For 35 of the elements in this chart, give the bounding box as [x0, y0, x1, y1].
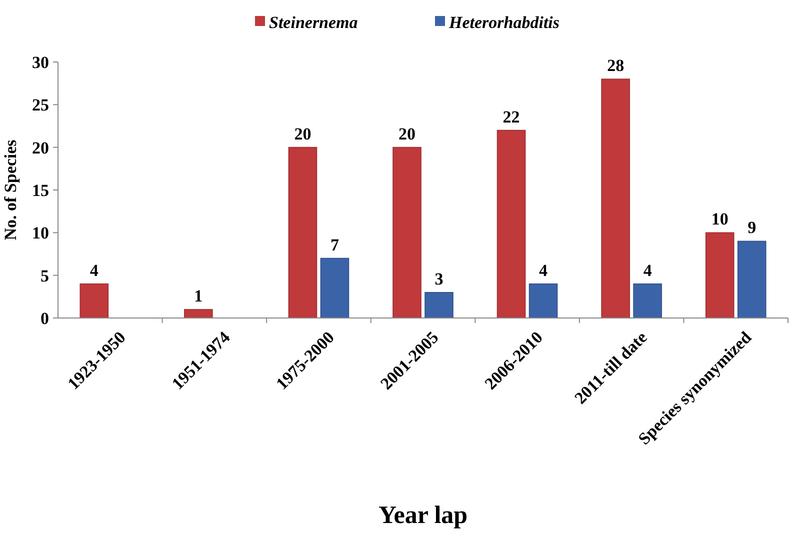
- y-tick-label: 15: [32, 180, 49, 200]
- data-label: 4: [90, 260, 99, 280]
- y-tick-label: 30: [32, 52, 49, 72]
- bar: [424, 292, 454, 318]
- y-tick-label: 10: [32, 224, 49, 243]
- bar: [320, 258, 350, 318]
- data-label: 22: [502, 107, 520, 126]
- y-tick-label: 5: [40, 266, 49, 286]
- bar: [288, 146, 318, 318]
- bar: [528, 283, 558, 318]
- y-tick-label: 25: [32, 96, 49, 115]
- bar: [737, 240, 766, 318]
- bar: [496, 130, 526, 318]
- data-label: 9: [748, 218, 756, 238]
- data-label: 20: [398, 124, 416, 144]
- data-label: 20: [294, 124, 312, 144]
- y-tick-label: 0: [40, 308, 49, 328]
- bar: [705, 232, 734, 318]
- data-label: 1: [194, 286, 203, 306]
- data-label: 3: [434, 269, 444, 288]
- data-label: 28: [607, 56, 624, 76]
- x-axis-title: Year lap: [378, 502, 468, 529]
- bar: [184, 309, 213, 318]
- bar: [601, 78, 630, 318]
- legend-label: Steinernema: [269, 12, 358, 32]
- bar: [392, 146, 422, 318]
- bar: [633, 283, 662, 318]
- bar: [80, 283, 109, 318]
- y-tick-label: 20: [32, 138, 49, 158]
- data-label: 7: [330, 235, 340, 254]
- data-label: 4: [539, 260, 548, 280]
- legend-label: Heterorhabditis: [448, 12, 560, 32]
- data-label: 4: [643, 260, 652, 280]
- y-axis-title: No. of Species: [1, 139, 20, 240]
- data-label: 10: [711, 210, 728, 229]
